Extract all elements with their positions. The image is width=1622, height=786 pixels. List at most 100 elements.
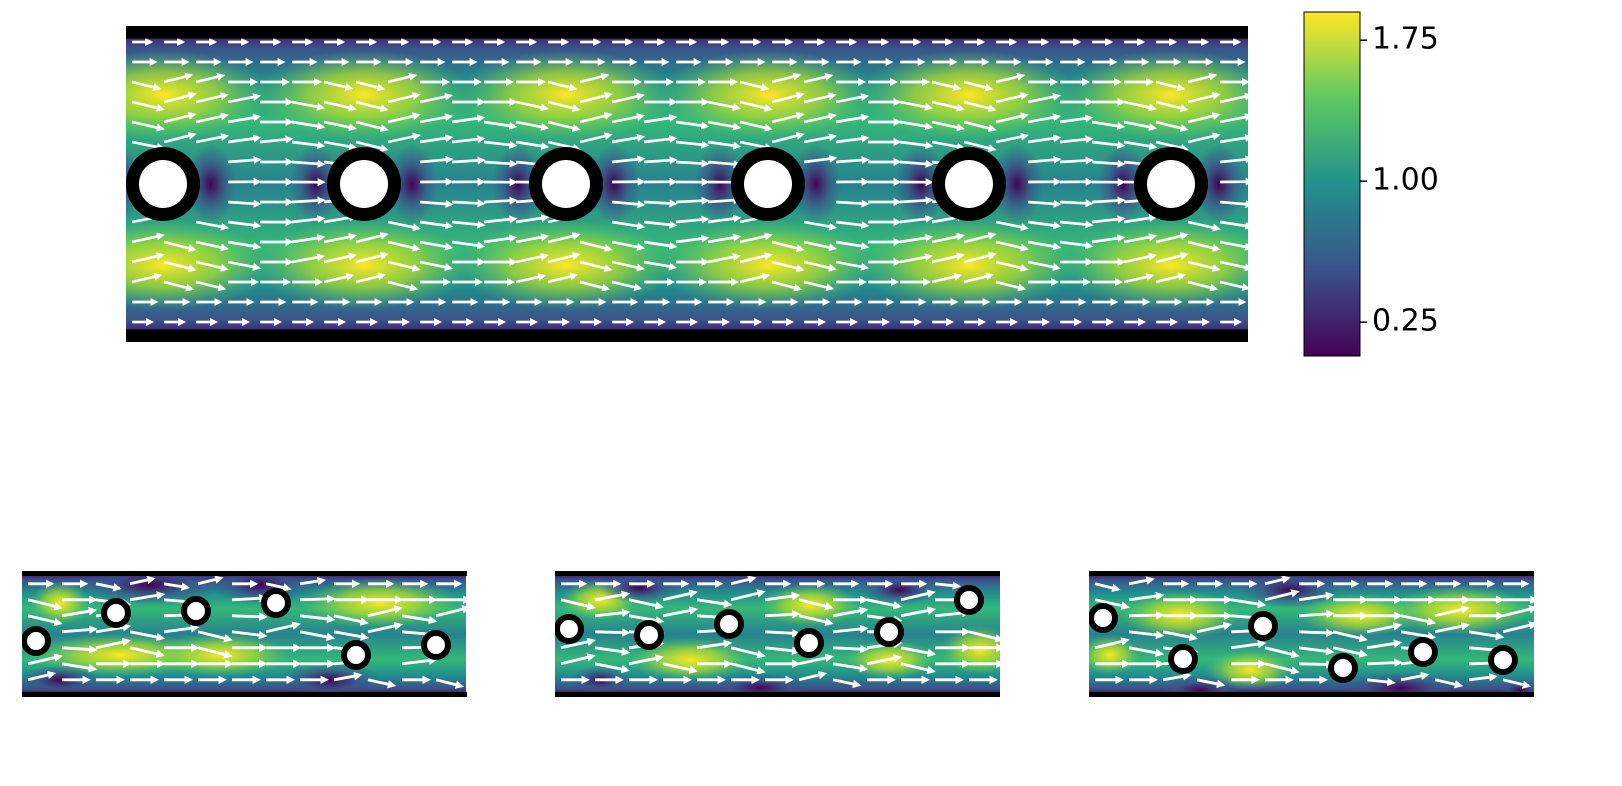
velocity-arrow (1187, 91, 1221, 104)
velocity-arrow (387, 92, 421, 104)
cylinder-core (107, 604, 125, 622)
velocity-arrow (163, 260, 197, 273)
velocity-arrow (95, 623, 132, 634)
velocity-arrow (1366, 622, 1402, 634)
velocity-arrow (323, 213, 358, 224)
velocity-arrow (899, 159, 934, 168)
velocity-arrow (323, 120, 357, 132)
low-speed-region (991, 144, 1043, 224)
velocity-arrow (27, 670, 57, 682)
velocity-arrow (61, 645, 98, 654)
velocity-arrow (1123, 252, 1157, 264)
velocity-arrow (835, 240, 870, 251)
high-speed-region (254, 50, 474, 140)
velocity-arrow (899, 100, 933, 111)
velocity-arrow (387, 72, 418, 84)
velocity-arrow (1187, 220, 1221, 232)
velocity-arrow (803, 154, 838, 164)
velocity-arrow (387, 240, 421, 252)
velocity-arrow (1502, 605, 1534, 618)
wall (1089, 691, 1534, 697)
velocity-arrow (1264, 575, 1291, 586)
velocity-arrow (1091, 215, 1126, 224)
velocity-arrow (1162, 630, 1199, 642)
high-speed-region (1089, 635, 1140, 675)
velocity-arrow (451, 114, 486, 124)
velocity-arrow (1434, 605, 1470, 618)
velocity-arrow (707, 233, 742, 244)
high-speed-region (760, 583, 860, 627)
velocity-arrow (419, 260, 453, 272)
high-speed-region (456, 50, 676, 140)
cylinder-core (880, 623, 898, 641)
velocity-arrow (451, 240, 486, 250)
velocity-arrow (643, 260, 678, 271)
velocity-arrow (835, 220, 870, 230)
flow-panel (22, 571, 466, 697)
velocity-arrow (547, 252, 581, 264)
velocity-arrow (515, 140, 550, 150)
velocity-arrow (355, 100, 389, 113)
velocity-arrow (387, 112, 421, 124)
velocity-arrow (61, 625, 98, 634)
velocity-arrow (483, 120, 518, 130)
velocity-arrow (1219, 133, 1248, 144)
velocity-arrow (579, 280, 611, 292)
velocity-arrow (27, 614, 63, 627)
velocity-arrow (1366, 639, 1403, 650)
cylinder-core (1334, 659, 1352, 677)
velocity-arrow (739, 100, 773, 112)
velocity-arrow (803, 280, 835, 292)
velocity-arrow (832, 678, 862, 689)
velocity-arrow (1091, 234, 1126, 244)
velocity-arrow (129, 575, 156, 586)
velocity-arrow (195, 240, 229, 252)
velocity-arrow (899, 253, 934, 264)
velocity-arrow (299, 630, 336, 642)
velocity-arrow (231, 594, 268, 603)
velocity-arrow (579, 72, 610, 84)
velocity-arrow (739, 120, 773, 132)
velocity-arrow (739, 272, 771, 284)
velocity-arrow (515, 252, 549, 264)
velocity-arrow (1094, 598, 1130, 610)
velocity-arrow (1264, 646, 1300, 659)
velocity-arrow (1187, 132, 1221, 144)
velocity-arrow (1196, 621, 1232, 634)
velocity-arrow (231, 630, 268, 640)
velocity-arrow (1155, 232, 1189, 244)
velocity-arrow (1123, 120, 1157, 131)
velocity-arrow (419, 134, 454, 144)
velocity-arrow (594, 662, 631, 674)
velocity-arrow (803, 260, 837, 272)
velocity-arrow (764, 628, 801, 638)
velocity-arrow (401, 656, 438, 666)
velocity-arrow (1027, 92, 1061, 104)
velocity-arrow (1059, 220, 1094, 229)
cylinder-core (427, 636, 445, 654)
velocity-arrow (197, 646, 233, 659)
velocity-arrow (1027, 220, 1062, 230)
velocity-arrow (963, 120, 997, 133)
velocity-arrow (1091, 140, 1126, 149)
velocity-arrow (435, 605, 466, 618)
velocity-arrow (798, 670, 828, 682)
wall (555, 691, 1000, 697)
velocity-arrow (835, 134, 870, 144)
velocity-arrow (291, 140, 326, 150)
velocity-arrow (594, 608, 631, 618)
cylinder-core (347, 646, 365, 664)
high-speed-region (126, 50, 273, 140)
velocity-arrow (835, 199, 870, 208)
velocity-arrow (900, 662, 936, 675)
velocity-arrow (803, 72, 834, 84)
colorbar-ticks: 0.25 1.00 1.75 (1360, 22, 1439, 339)
velocity-arrow (355, 251, 389, 264)
velocity-arrow (707, 196, 742, 205)
wall (22, 571, 467, 577)
velocity-arrow (515, 214, 550, 224)
high-speed-region (658, 50, 878, 140)
velocity-arrow (131, 272, 163, 284)
cylinder-core (1254, 617, 1272, 635)
